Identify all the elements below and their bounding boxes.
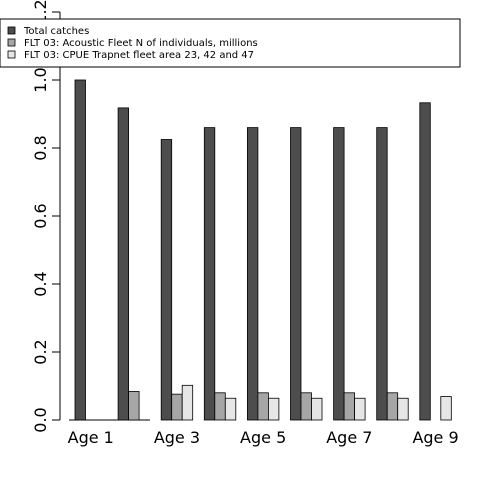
bars-group (74, 79, 452, 421)
bar-age-2-series-2 (128, 391, 140, 421)
bar-age-3-series-1 (160, 139, 173, 421)
legend-swatch (7, 50, 16, 59)
x-tick-label: Age 3 (154, 428, 200, 447)
y-tick-label: 1.0 (31, 67, 50, 92)
legend-box (0, 18, 461, 68)
x-tick-label: Age 9 (412, 428, 458, 447)
bar-age-8-series-1 (376, 127, 388, 421)
bar-age-8-series-2 (386, 392, 399, 421)
bar-age-2-series-1 (117, 107, 129, 421)
x-tick-label: Age 7 (326, 428, 372, 447)
bar-age-4-series-3 (224, 397, 237, 421)
bar-age-3-series-2 (171, 393, 183, 421)
bar-age-7-series-2 (343, 392, 356, 421)
y-tick-label: 0.8 (31, 135, 50, 160)
legend-label: FLT 03: Acoustic Fleet N of individuals,… (24, 38, 258, 49)
x-axis-labels: Age 1 Age 3 Age 5 Age 7 Age 9 (68, 428, 459, 447)
bar-age-6-series-1 (290, 127, 302, 421)
bar-age-4-series-2 (214, 392, 226, 421)
bar-age-9-series-1 (419, 102, 431, 421)
y-tick-label: 0.0 (31, 407, 50, 432)
legend-swatch (7, 26, 16, 35)
x-tick-label: Age 1 (68, 428, 114, 447)
bar-age-7-series-1 (333, 127, 345, 421)
bar-age-5-series-1 (246, 127, 259, 421)
y-tick-label: 0.4 (31, 271, 50, 296)
bar-age-3-series-3 (181, 384, 194, 421)
x-tick-label: Age 5 (240, 428, 286, 447)
legend-swatch (7, 38, 16, 47)
legend-label: FLT 03: CPUE Trapnet fleet area 23, 42 a… (24, 50, 254, 61)
legend-label: Total catches (23, 26, 89, 37)
bar-age-8-series-3 (397, 397, 409, 421)
y-tick-label: 0.2 (31, 339, 50, 364)
bar-age-5-series-2 (257, 392, 269, 421)
bar-age-9-series-3 (440, 396, 452, 421)
y-tick-label: 0.6 (31, 203, 50, 228)
bar-age-7-series-3 (354, 397, 366, 421)
bar-age-4-series-1 (203, 127, 216, 421)
bar-age-1-series-1 (74, 79, 86, 421)
bar-age-6-series-3 (311, 397, 323, 421)
bar-age-6-series-2 (300, 392, 312, 421)
bar-age-5-series-3 (267, 397, 280, 421)
